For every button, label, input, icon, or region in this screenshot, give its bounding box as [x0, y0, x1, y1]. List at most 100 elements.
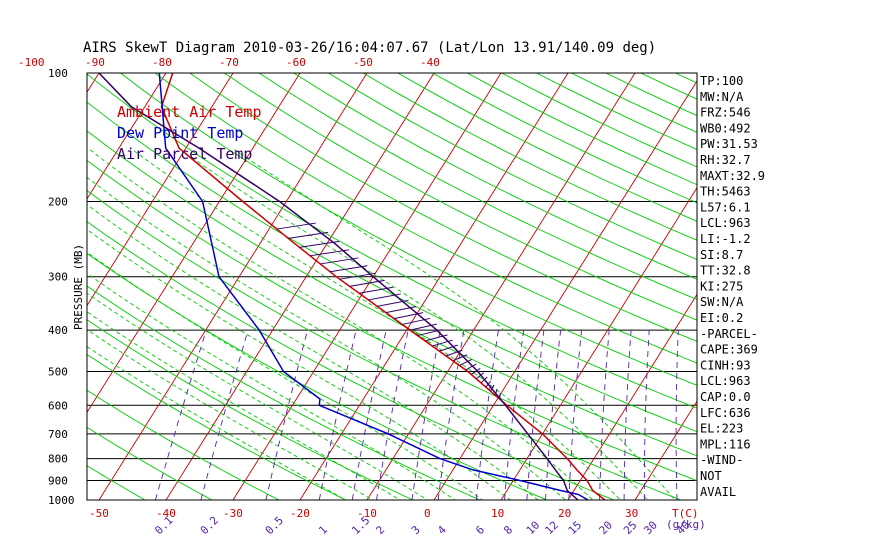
cape-hatch	[439, 344, 458, 352]
index-entry: MW:N/A	[700, 90, 744, 104]
temp-tick-label-bottom: -30	[223, 507, 243, 520]
mixing-ratio-line	[318, 329, 357, 500]
mixing-ratio-line	[376, 330, 409, 500]
cape-hatch	[359, 286, 393, 294]
index-entry: MAXT:32.9	[700, 169, 765, 183]
legend-dew-point-temp: Dew Point Temp	[117, 124, 243, 142]
dew-point-temp-line	[158, 73, 589, 500]
dry-adiabat-line	[87, 465, 146, 500]
index-entry: RH:32.7	[700, 153, 751, 167]
index-entry: SI:8.7	[700, 248, 743, 262]
mixing-ratio-line	[411, 330, 441, 500]
mixing-ratio-line	[568, 330, 583, 500]
dry-adiabat-line	[87, 101, 697, 433]
index-entry: L57:6.1	[700, 200, 751, 214]
dry-adiabat-line	[87, 389, 280, 500]
mixing-ratio-line	[437, 330, 465, 500]
index-entry: EL:223	[700, 422, 743, 436]
temp-tick-label-bottom: 30	[625, 507, 638, 520]
ambient-air-temp-line	[160, 73, 606, 500]
mixing-ratio-line	[526, 330, 545, 500]
mixing-ratio-label: 2	[373, 523, 387, 537]
isotherm-line	[232, 73, 502, 500]
air-parcel-temp-line	[98, 73, 579, 500]
cape-hatch	[339, 272, 377, 280]
cape-hatch	[385, 306, 417, 314]
isotherm-line	[87, 73, 301, 414]
cape-hatch	[276, 222, 316, 230]
index-entry: CINH:93	[700, 358, 751, 372]
cape-hatch	[368, 293, 401, 301]
mixing-ratio-label: 0.2	[198, 514, 221, 537]
index-entry: CAP:0.0	[700, 390, 751, 404]
temp-tick-label-bottom: -10	[357, 507, 377, 520]
dry-adiabat-line	[362, 73, 697, 241]
index-entry: LFC:636	[700, 406, 751, 420]
temp-tick-label-bottom: -40	[156, 507, 176, 520]
temp-tick-label-bottom: 20	[558, 507, 571, 520]
cape-hatch	[446, 349, 463, 357]
temp-tick-label-bottom: 0	[424, 507, 431, 520]
index-entry: TT:32.8	[700, 264, 751, 278]
moist-adiabat-line	[87, 176, 567, 500]
index-entry: AVAIL	[700, 485, 736, 499]
isotherm-line	[366, 73, 636, 500]
dry-adiabat-line	[87, 190, 683, 500]
pressure-tick-label: 500	[48, 365, 68, 378]
mixing-ratio-line	[503, 330, 525, 500]
isotherm-line	[836, 73, 870, 500]
dry-adiabat-line	[120, 73, 697, 386]
mixing-ratio-line	[351, 330, 387, 500]
dry-adiabat-line	[87, 285, 482, 500]
mixing-ratio-line	[200, 329, 249, 500]
index-entry: TH:5463	[700, 185, 751, 199]
mixing-ratio-line	[545, 330, 562, 500]
isotherm-line	[634, 400, 697, 500]
temp-tick-label-top: -90	[85, 56, 105, 69]
moist-adiabat-line	[87, 272, 456, 500]
index-entry: PW:31.53	[700, 137, 758, 151]
temp-unit-label: T(C)	[672, 507, 699, 520]
dry-adiabat-line	[466, 73, 697, 186]
dry-adiabat-line	[258, 73, 697, 300]
cape-hatch	[470, 367, 481, 375]
temp-tick-label-top: -80	[152, 56, 172, 69]
cape-hatch	[409, 323, 437, 331]
moist-adiabat-line	[87, 292, 429, 500]
index-entry: SW:N/A	[700, 295, 744, 309]
temp-tick-label-bottom: -20	[290, 507, 310, 520]
mixing-ratio-label: 1	[316, 523, 330, 537]
dry-adiabat-line	[87, 319, 414, 500]
isotherm-line	[567, 293, 697, 500]
isotherm-line	[98, 73, 368, 500]
isotherm-line	[433, 80, 697, 500]
temp-tick-label-top: -60	[286, 56, 306, 69]
cape-hatch	[465, 363, 477, 371]
isotherm-line	[87, 73, 234, 307]
mixing-ratio-unit-label: (g/kg)	[666, 518, 706, 531]
mixing-ratio-label: 6	[473, 523, 487, 537]
y-axis-label: PRESSURE (MB)	[72, 244, 85, 330]
moist-adiabat-line	[178, 147, 649, 500]
pressure-tick-label: 200	[48, 196, 68, 209]
moist-adiabat-line	[87, 251, 484, 500]
pressure-tick-label: 300	[48, 271, 68, 284]
profile-lines	[98, 73, 606, 500]
cape-hatch	[490, 384, 495, 392]
dry-adiabat-line	[87, 73, 697, 409]
cape-hatch	[485, 380, 492, 388]
isotherm-line	[0, 73, 32, 500]
pressure-tick-label: 1000	[48, 494, 75, 507]
cape-hatch	[452, 354, 468, 362]
pressure-tick-label: 700	[48, 428, 68, 441]
legend: Ambient Air Temp Dew Point Temp Air Parc…	[117, 103, 262, 163]
pressure-tick-label: 600	[48, 399, 68, 412]
index-entry: CAPE:369	[700, 343, 758, 357]
cape-hatch	[288, 231, 329, 239]
pressure-tick-label: 800	[48, 453, 68, 466]
cape-hatch	[424, 334, 448, 342]
index-entry: LCL:963	[700, 374, 751, 388]
cape-hatch	[299, 240, 340, 248]
temp-tick-label-top: -70	[219, 56, 239, 69]
